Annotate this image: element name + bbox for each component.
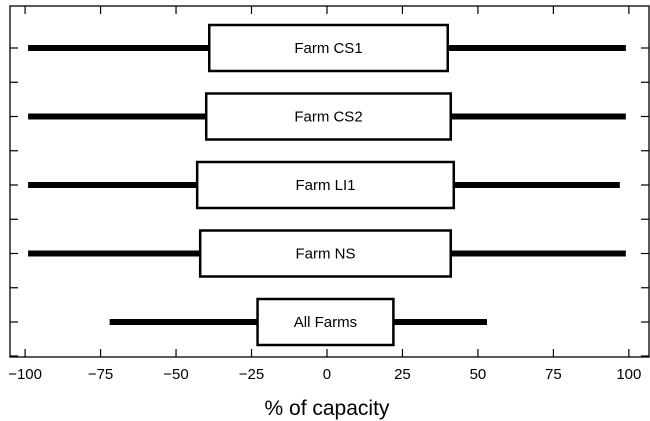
x-tick-label: 100 <box>616 366 641 383</box>
box-iqr <box>256 297 395 347</box>
box-iqr <box>204 92 453 141</box>
box-farm-ns: Farm NS <box>28 229 626 278</box>
x-tick-label: 75 <box>545 366 562 383</box>
box-farm-cs2: Farm CS2 <box>28 92 626 141</box>
box-iqr <box>195 160 456 210</box>
box-label: Farm NS <box>295 246 355 263</box>
box-label: Farm LI1 <box>295 177 355 194</box>
y-axis-ticks <box>10 47 649 357</box>
x-axis-ticks: −100 −75 −50 −25 0 25 50 75 100 <box>8 6 641 383</box>
box-series: Farm CS1 Farm CS2 Farm LI1 Farm NS All Farms <box>28 23 626 347</box>
x-axis-title: % of capacity <box>265 397 390 420</box>
box-farm-li1: Farm LI1 <box>28 160 620 210</box>
box-all-farms: All Farms <box>109 297 487 347</box>
box-label: All Farms <box>294 314 357 331</box>
x-tick-label: −25 <box>239 366 264 383</box>
box-iqr <box>207 23 449 73</box>
box-farm-cs1: Farm CS1 <box>28 23 626 73</box>
box-iqr <box>198 229 453 278</box>
box-label: Farm CS2 <box>294 109 362 126</box>
x-tick-label: 50 <box>470 366 487 383</box>
x-tick-label: −50 <box>163 366 188 383</box>
x-tick-label: 25 <box>394 366 411 383</box>
box-label: Farm CS1 <box>294 40 362 57</box>
x-tick-label: −75 <box>88 366 113 383</box>
x-tick-label: −100 <box>8 366 42 383</box>
x-tick-label: 0 <box>323 366 331 383</box>
plot-frame <box>9 5 650 358</box>
